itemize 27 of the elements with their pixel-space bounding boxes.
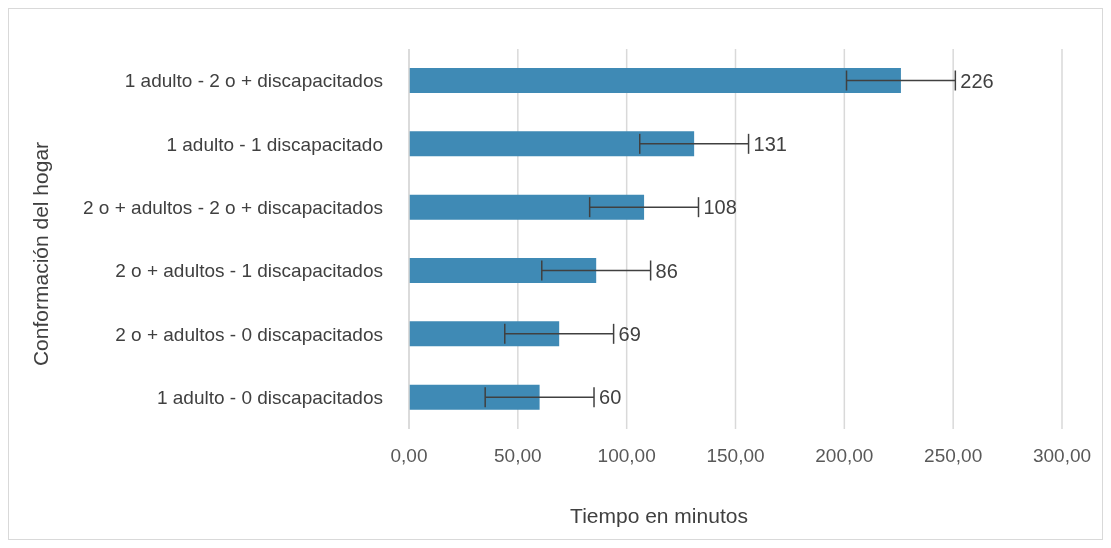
y-tick-label: 1 adulto - 1 discapacitado (166, 133, 383, 155)
bar (409, 194, 645, 220)
data-label: 86 (655, 259, 678, 282)
data-label: 60 (599, 386, 622, 409)
x-axis-title: Tiempo en minutos (569, 504, 749, 528)
bar (409, 384, 540, 410)
x-tick-label: 250,00 (924, 445, 983, 467)
y-tick-label: 2 o + adultos - 2 o + discapacitados (83, 197, 383, 219)
y-tick-label: 2 o + adultos - 0 discapacitados (115, 323, 383, 345)
x-tick-label: 100,00 (597, 445, 656, 467)
x-tick-label: 0,00 (390, 445, 428, 467)
data-label: 131 (753, 132, 787, 155)
y-tick-label: 1 adulto - 2 o + discapacitados (124, 70, 383, 92)
y-tick-label: 2 o + adultos - 1 discapacitados (115, 260, 383, 282)
data-label: 108 (703, 196, 737, 219)
data-label: 69 (618, 322, 641, 345)
x-tick-label: 150,00 (706, 445, 765, 467)
bar (409, 68, 901, 93)
bar (409, 131, 695, 157)
x-tick-label: 50,00 (494, 445, 542, 467)
bar (409, 321, 560, 347)
y-tick-label: 1 adulto - 0 discapacitados (156, 387, 383, 409)
y-axis-title: Conformación del hogar (29, 141, 53, 367)
bar (409, 258, 597, 283)
x-tick-label: 300,00 (1032, 445, 1092, 467)
data-label: 226 (960, 69, 994, 92)
x-tick-label: 200,00 (815, 445, 874, 467)
